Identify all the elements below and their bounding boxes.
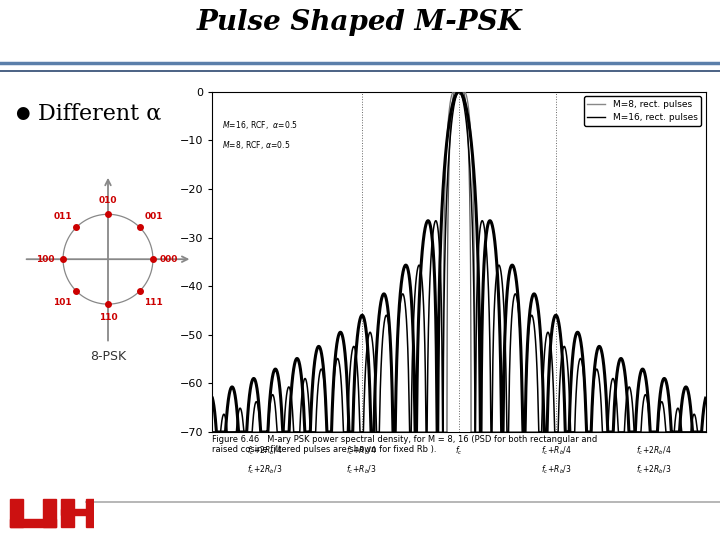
Text: 8-PSK: 8-PSK xyxy=(90,350,126,363)
Text: 010: 010 xyxy=(99,196,117,205)
Bar xyxy=(86,499,99,527)
Bar xyxy=(10,499,23,527)
Text: $M\!=\!16$, RCF,  $\alpha\!=\!0.5$: $M\!=\!16$, RCF, $\alpha\!=\!0.5$ xyxy=(222,119,298,131)
Text: Pulse Shaped M-PSK: Pulse Shaped M-PSK xyxy=(197,9,523,36)
Legend: M=8, rect. pulses, M=16, rect. pulses: M=8, rect. pulses, M=16, rect. pulses xyxy=(584,96,701,126)
Text: Different α: Different α xyxy=(38,103,161,124)
Text: $f_c\!+\!R_b/3$: $f_c\!+\!R_b/3$ xyxy=(541,463,572,476)
Text: 001: 001 xyxy=(144,212,163,221)
Text: 110: 110 xyxy=(99,313,117,322)
Text: $f_c\!+\!R_b/4$: $f_c\!+\!R_b/4$ xyxy=(346,444,377,457)
Bar xyxy=(43,499,56,527)
Text: $f_c\!+\!R_b/3$: $f_c\!+\!R_b/3$ xyxy=(346,463,377,476)
Bar xyxy=(60,499,73,527)
Text: 011: 011 xyxy=(53,212,72,221)
Text: $f_c\!+\!2R_b/3$: $f_c\!+\!2R_b/3$ xyxy=(636,463,671,476)
Text: Figure 6.46   M-ary PSK power spectral density, for M = 8, 16 (PSD for both rect: Figure 6.46 M-ary PSK power spectral den… xyxy=(212,435,598,454)
Text: 000: 000 xyxy=(159,255,178,264)
Text: $f_c$: $f_c$ xyxy=(455,444,463,457)
Text: ●: ● xyxy=(15,104,30,123)
Text: 101: 101 xyxy=(53,298,72,307)
Text: 100: 100 xyxy=(36,255,55,264)
Bar xyxy=(60,509,95,515)
Text: $f_c\!+\!R_b/4$: $f_c\!+\!R_b/4$ xyxy=(541,444,572,457)
Text: $f_c\!+\!2R_b/3$: $f_c\!+\!2R_b/3$ xyxy=(247,463,282,476)
Bar xyxy=(10,519,56,527)
Text: $M\!=\!8$, RCF, $\alpha\!=\!0.5$: $M\!=\!8$, RCF, $\alpha\!=\!0.5$ xyxy=(222,139,291,151)
Text: $f_c\!+\!2R_b/4$: $f_c\!+\!2R_b/4$ xyxy=(636,444,672,457)
Text: $f_c\!+\!2R_b/4$: $f_c\!+\!2R_b/4$ xyxy=(246,444,282,457)
Text: 111: 111 xyxy=(144,298,163,307)
